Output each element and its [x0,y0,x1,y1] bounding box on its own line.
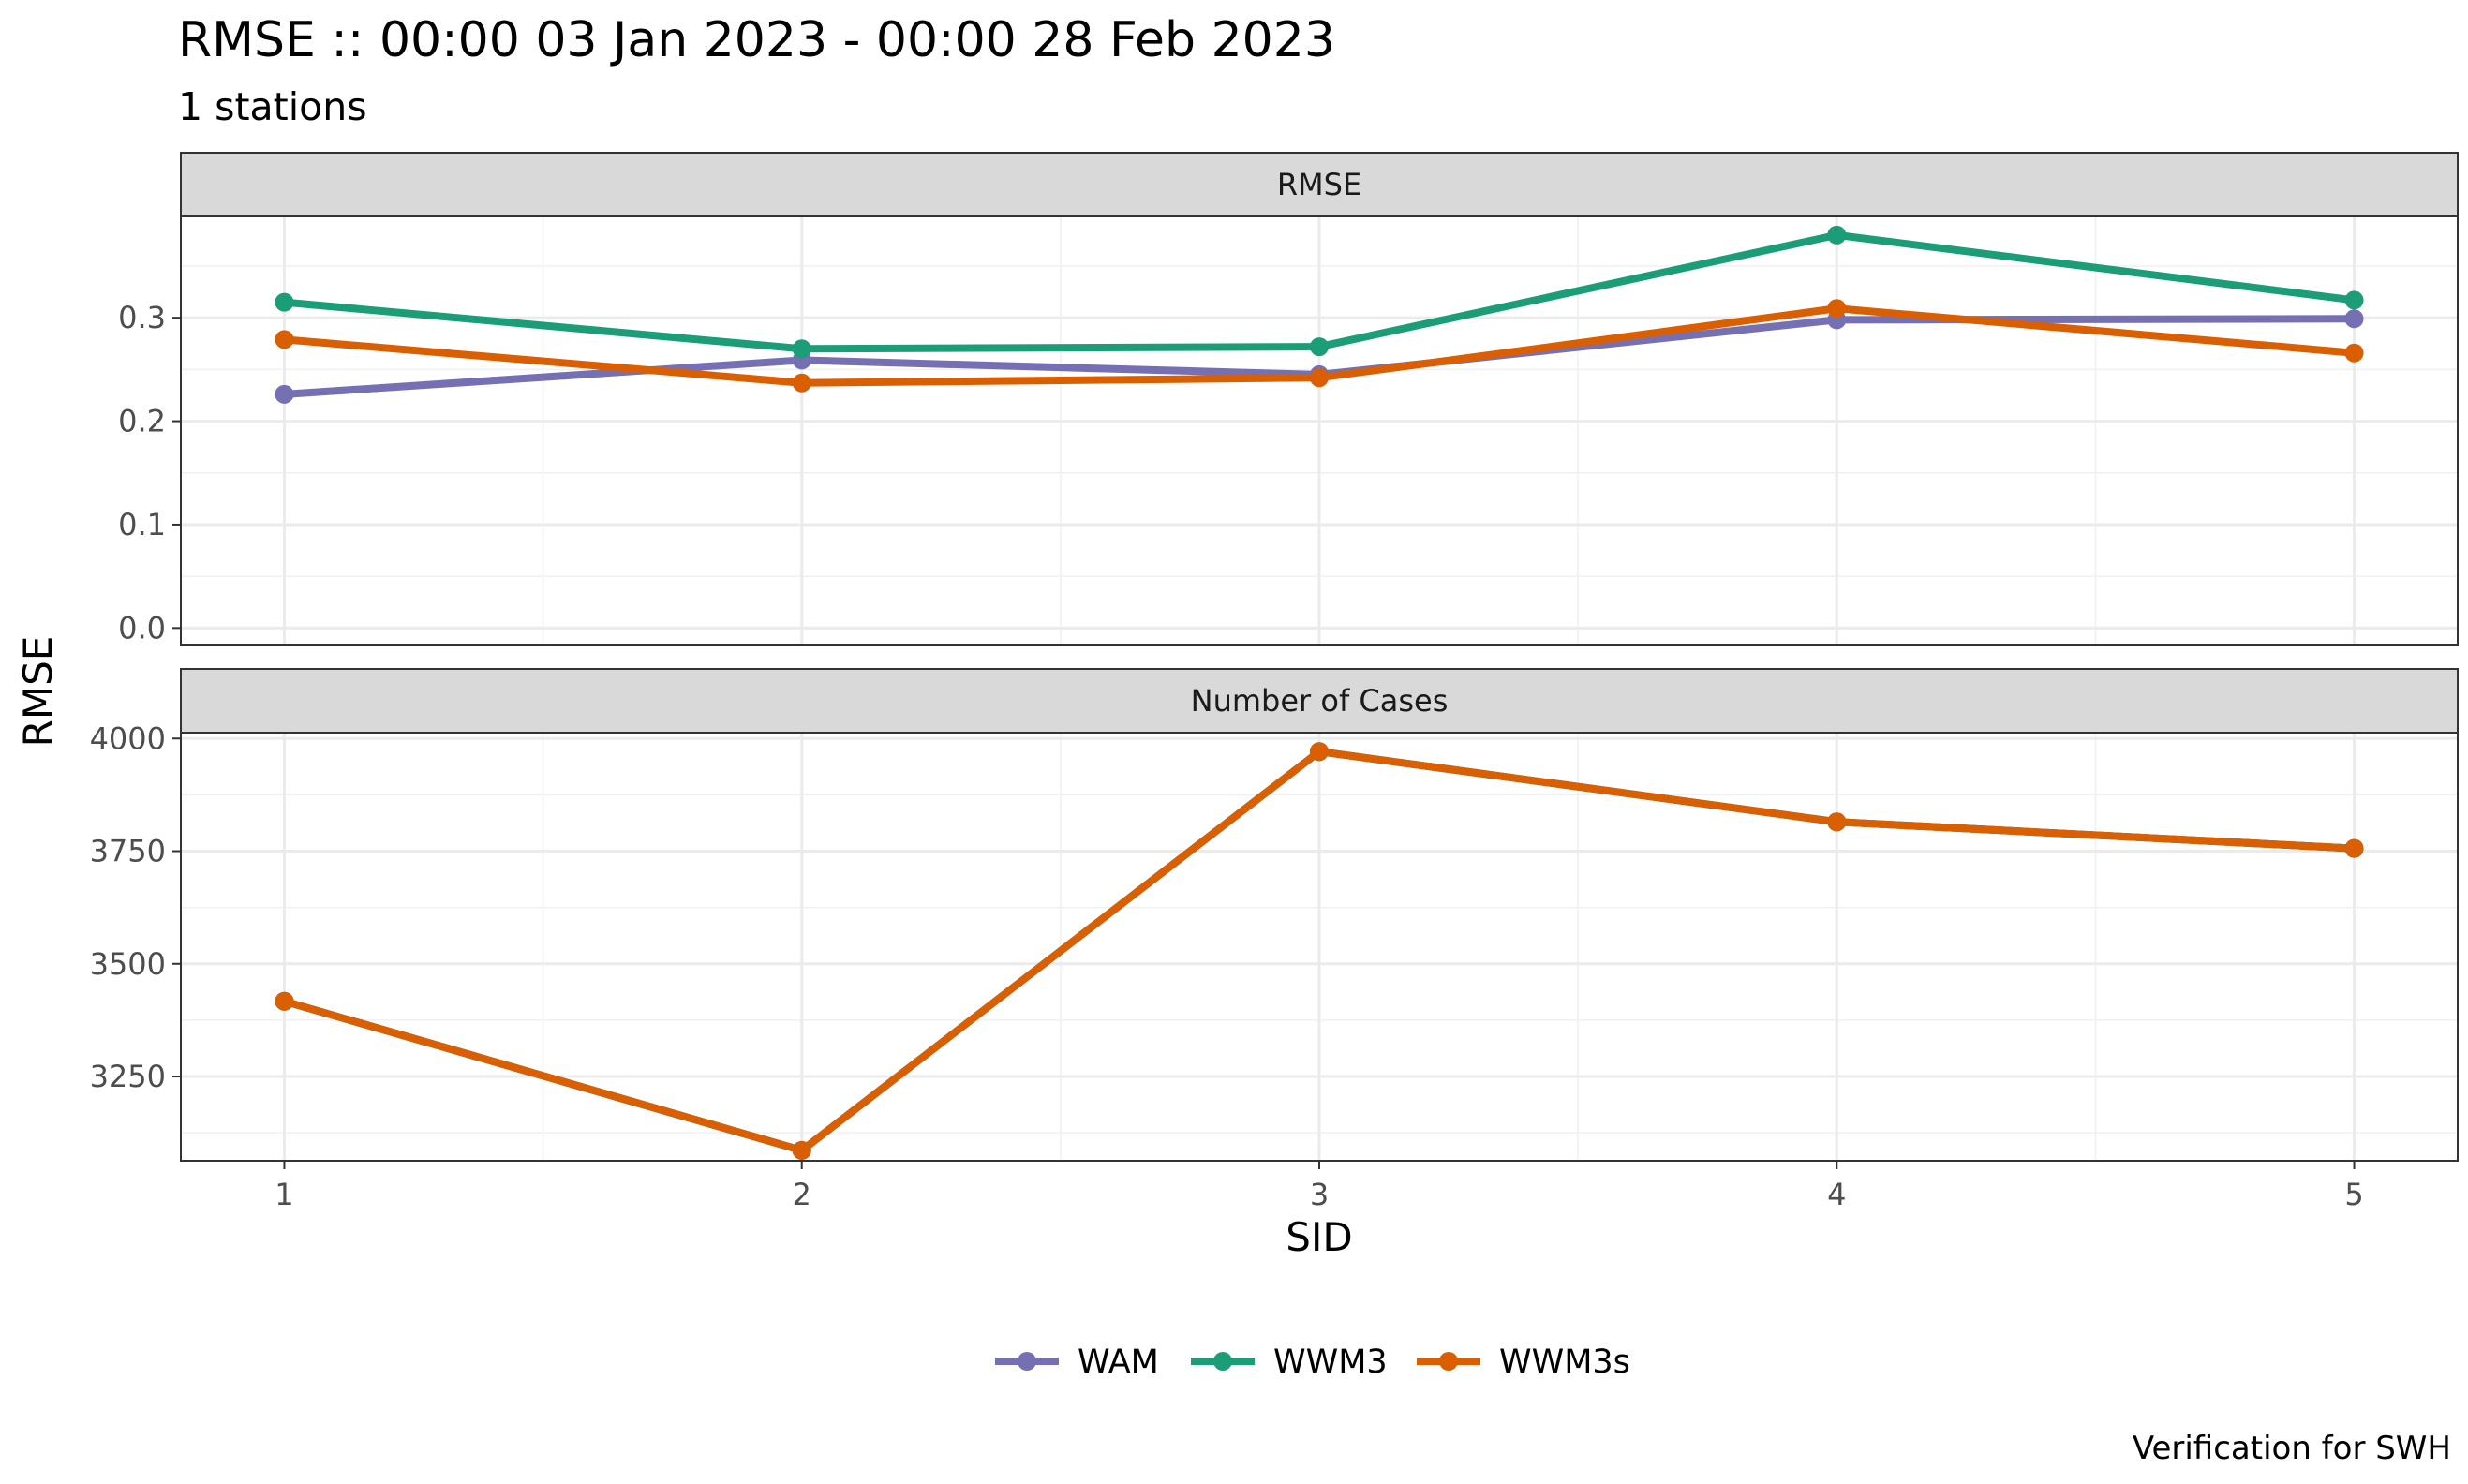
y-tick-label: 0.0 [118,610,166,646]
x-axis-title: SID [1286,1214,1352,1260]
chart-title: RMSE :: 00:00 03 Jan 2023 - 00:00 28 Feb… [178,12,1335,68]
data-point-wwm3s [275,330,294,349]
legend-label: WWM3 [1273,1343,1388,1381]
data-point-wwm3s [2344,838,2364,858]
data-point-wwm3s [1827,299,1847,319]
legend-item-wwm3s: WWM3s [1417,1343,1630,1381]
legend: WAM WWM3 WWM3s [995,1343,1630,1381]
data-point-wwm3s [792,373,811,393]
panel-2: Number of Cases 3250 3500 3750 4000 1 2 3 4 5 [90,668,2459,1212]
chart-subtitle: 1 stations [178,84,367,129]
data-point-wwm3 [1827,225,1847,245]
y-tick-label: 3750 [90,834,166,869]
data-point-wam [275,384,294,404]
data-point-wwm3s [1310,742,1329,762]
panel-1: RMSE 0.0 0.1 0.2 0.3 [118,152,2459,646]
data-point-wwm3s [275,991,294,1011]
legend-item-wam: WAM [995,1343,1159,1381]
data-point-wwm3 [1310,337,1329,357]
legend-key-point [1018,1352,1036,1371]
y-tick-label: 3500 [90,946,166,982]
legend-label: WAM [1078,1343,1159,1381]
panel-strip-label: Number of Cases [1191,683,1449,719]
panel-strip [180,152,2459,217]
y-tick-label: 3250 [90,1059,166,1094]
y-tick-label: 0.1 [118,507,166,542]
x-tick-label: 5 [2344,1177,2363,1212]
panel-strip [180,668,2459,734]
data-point-wam [2344,309,2364,329]
x-tick-label: 2 [793,1177,811,1212]
data-point-wwm3 [792,339,811,359]
y-tick-label: 0.2 [118,404,166,439]
panel-border [180,215,2459,646]
x-tick-label: 4 [1827,1177,1846,1212]
legend-key-point [1439,1352,1458,1371]
data-point-wwm3s [1310,368,1329,388]
x-tick-label: 1 [275,1177,293,1212]
legend-label: WWM3s [1499,1343,1630,1381]
data-point-wwm3s [2344,343,2364,363]
legend-key-point [1213,1352,1232,1371]
panels: RMSE 0.0 0.1 0.2 0.3 Number of Cases 3250 3500 3… [90,152,2459,1212]
data-point-wwm3s [1827,812,1847,832]
data-point-wwm3s [792,1140,811,1160]
y-axis-title: RMSE [15,636,61,748]
legend-item-wwm3: WWM3 [1191,1343,1388,1381]
y-tick-label: 4000 [90,720,166,756]
data-point-wwm3 [2344,290,2364,310]
data-point-wwm3 [275,292,294,312]
caption: Verification for SWH [2133,1430,2451,1467]
y-tick-label: 0.3 [118,300,166,335]
x-tick-label: 3 [1310,1177,1329,1212]
panel-strip-label: RMSE [1277,167,1361,202]
